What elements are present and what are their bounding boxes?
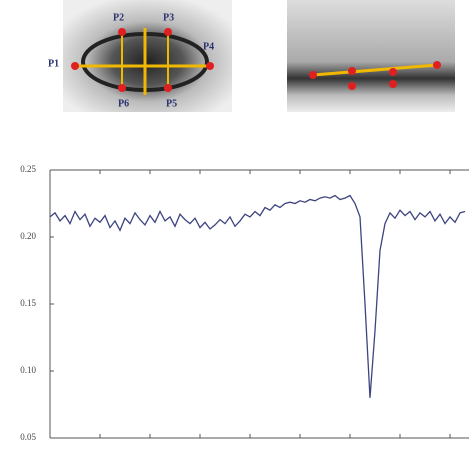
data-line (49, 194, 466, 398)
landmark-label: P6 (118, 98, 129, 109)
y-tick-label: 0.10 (20, 365, 36, 375)
landmark-label: P4 (203, 41, 214, 52)
plot-frame (49, 169, 469, 439)
open-eye-image: P1 P2 P3 P4 P5 P6 (48, 0, 232, 112)
landmark-label: P1 (48, 58, 59, 69)
y-tick-label: 0.25 (20, 164, 36, 174)
landmark-label: P5 (166, 98, 177, 109)
landmark-label: P2 (113, 12, 124, 23)
y-tick-label: 0.05 (20, 432, 36, 442)
y-tick-label: 0.20 (20, 231, 36, 241)
y-tick-label: 0.15 (20, 298, 36, 308)
closed-eye-image (287, 0, 455, 112)
landmark-label: P3 (163, 12, 174, 23)
